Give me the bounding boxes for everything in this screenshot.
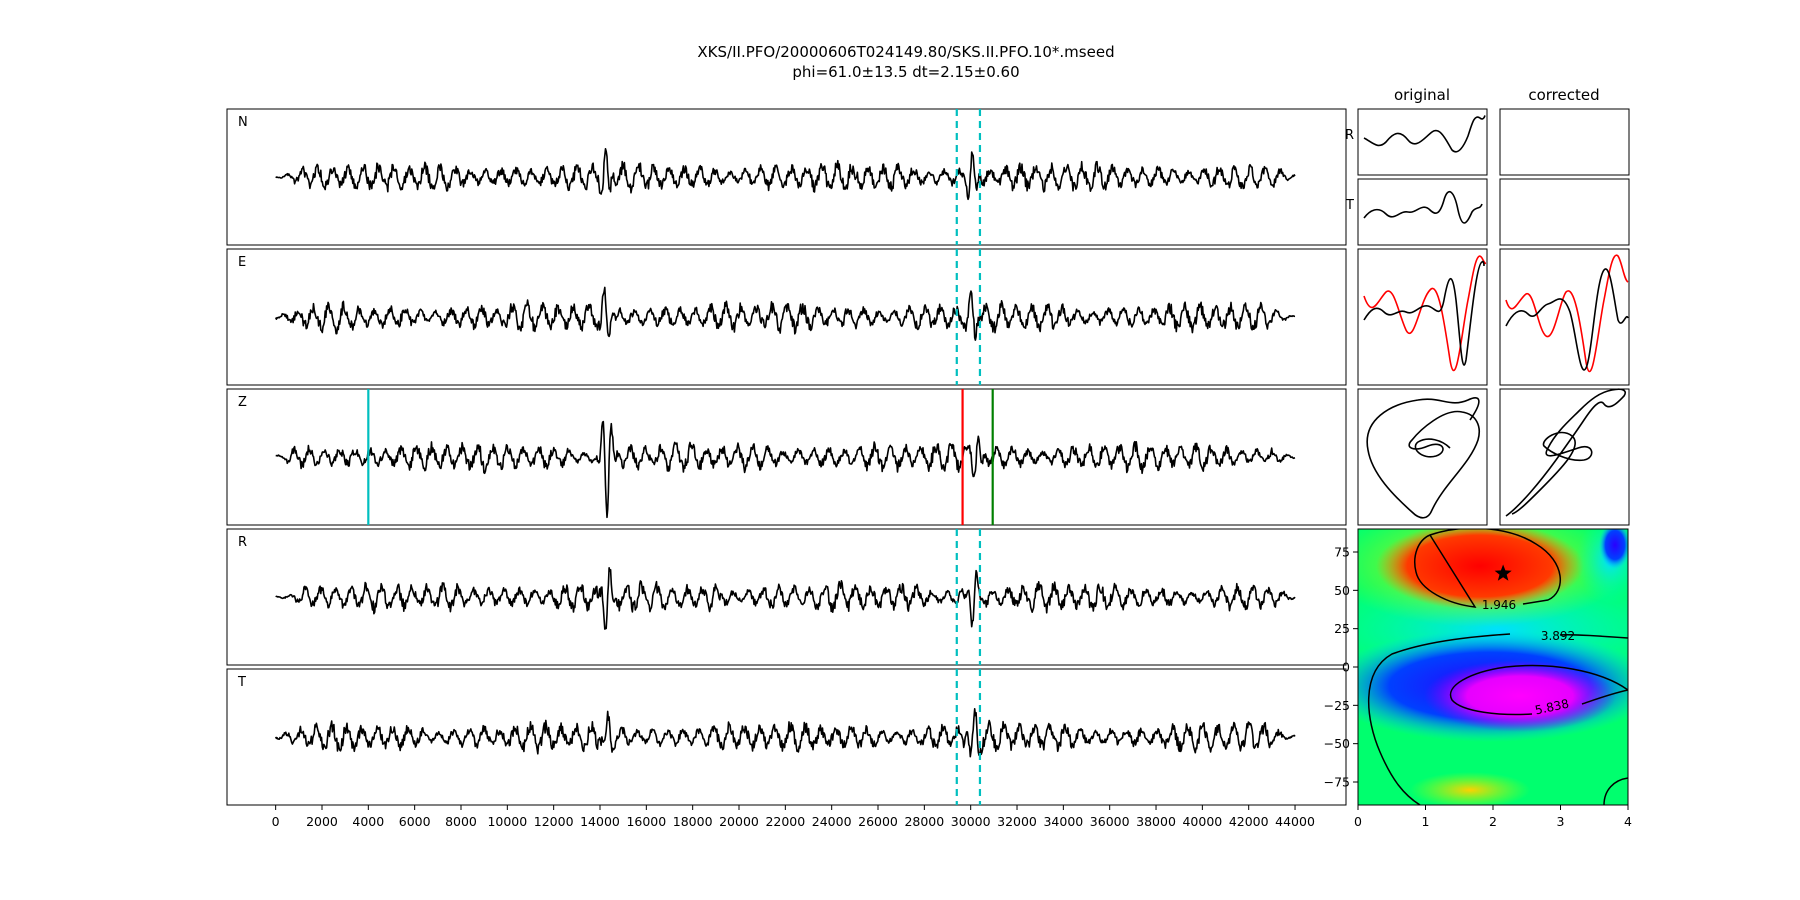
es-x-tick-label-4: 4	[1624, 814, 1632, 829]
orig-overlay-transverse	[1363, 255, 1487, 371]
contour-label-1: 1.946	[1482, 598, 1516, 612]
x-tick-label-11: 22000	[765, 814, 805, 829]
figure-title: XKS/II.PFO/20000606T024149.80/SKS.II.PFO…	[697, 43, 1114, 61]
panel-frame-z	[226, 388, 1347, 526]
panel-corr-r	[1499, 108, 1630, 176]
waveform-panel-z: Z	[226, 388, 1347, 526]
panel-corr-overlay	[1499, 248, 1630, 386]
panel-orig-particle	[1357, 388, 1488, 526]
es-y-tick-label-1: 50	[1334, 583, 1350, 598]
x-tick-label-1: 2000	[306, 814, 338, 829]
figure-subtitle: phi=61.0±13.5 dt=2.15±0.60	[792, 63, 1019, 81]
panel-orig-t	[1357, 178, 1488, 246]
column-header-corrected: corrected	[1528, 86, 1599, 104]
es-x-tick-label-0: 0	[1354, 814, 1362, 829]
waveform-panel-r: R	[226, 528, 1347, 666]
x-tick-label-20: 40000	[1182, 814, 1222, 829]
x-tick-label-2: 4000	[352, 814, 384, 829]
channel-label-e: E	[238, 255, 246, 270]
es-x-tick-label-2: 2	[1489, 814, 1497, 829]
x-tick-label-13: 26000	[858, 814, 898, 829]
panel-frame-r	[226, 528, 1347, 666]
x-tick-label-21: 42000	[1229, 814, 1269, 829]
panel-corr-particle	[1499, 388, 1630, 526]
analysis-window-lines	[955, 109, 982, 805]
panel-corr-t	[1499, 178, 1630, 246]
panel-frame-t	[226, 668, 1347, 806]
contour-label-2: 3.892	[1541, 629, 1575, 643]
waveform-x-axis: 0 2000 4000 6000 8000 10000 12000 14000 16000 180…	[272, 805, 1315, 829]
channel-label-r: R	[238, 535, 247, 550]
best-fit-star-marker	[1494, 564, 1512, 581]
panel-orig-r	[1357, 108, 1488, 176]
channel-label-n: N	[238, 115, 248, 130]
x-tick-label-0: 0	[272, 814, 280, 829]
corr-overlay-radial	[1505, 268, 1629, 371]
orig-particle-motion	[1366, 396, 1480, 519]
best-fit-star	[1494, 564, 1512, 581]
x-tick-label-4: 8000	[445, 814, 477, 829]
row-label-t: T	[1345, 198, 1354, 213]
orig-t-trace	[1363, 190, 1483, 224]
x-tick-label-14: 28000	[904, 814, 944, 829]
waveform-trace-z	[275, 420, 1296, 519]
error-surface: 1.946 3.892 5.838 0 1 2 3 4 75 50 25 0 −25 −50 −75	[1324, 528, 1632, 830]
es-y-tick-label-3: 0	[1342, 660, 1350, 675]
x-tick-label-7: 14000	[580, 814, 620, 829]
x-tick-label-10: 20000	[719, 814, 759, 829]
es-y-tick-label-2: 25	[1334, 621, 1350, 636]
x-tick-label-22: 44000	[1275, 814, 1315, 829]
waveform-panels: N E Z R T 0 2000 4000 6000 8000 10000 12000 140…	[226, 108, 1347, 829]
row-label-r: R	[1345, 128, 1354, 143]
x-tick-label-3: 6000	[399, 814, 431, 829]
es-x-tick-label-3: 3	[1557, 814, 1565, 829]
es-y-tick-label-4: −25	[1324, 698, 1350, 713]
waveform-panel-e: E	[226, 248, 1347, 386]
es-x-tick-label-1: 1	[1422, 814, 1430, 829]
x-tick-label-5: 10000	[487, 814, 527, 829]
x-tick-label-9: 18000	[673, 814, 713, 829]
waveform-panel-t: T	[226, 668, 1347, 806]
contour-3892-corner	[1603, 777, 1628, 805]
column-header-original: original	[1394, 86, 1450, 104]
waveform-panel-n: N	[226, 108, 1347, 246]
x-tick-label-19: 38000	[1136, 814, 1176, 829]
x-tick-label-6: 12000	[534, 814, 574, 829]
x-tick-label-15: 30000	[951, 814, 991, 829]
contour-5838	[1449, 664, 1628, 716]
orig-r-trace	[1363, 115, 1486, 153]
x-tick-label-8: 16000	[626, 814, 666, 829]
corr-overlay-transverse	[1505, 254, 1629, 373]
z-pick-markers	[367, 389, 994, 525]
panel-frame-n	[226, 108, 1347, 246]
es-y-tick-label-0: 75	[1334, 545, 1350, 560]
corr-particle-motion	[1505, 388, 1627, 517]
contour-label-3: 5.838	[1534, 697, 1571, 718]
x-tick-label-16: 32000	[997, 814, 1037, 829]
es-y-tick-label-5: −50	[1324, 736, 1350, 751]
orig-overlay-radial	[1363, 260, 1485, 366]
panel-orig-overlay	[1357, 248, 1488, 386]
waveform-trace-t	[274, 708, 1296, 758]
contour-3892	[1367, 633, 1628, 805]
contour-1946	[1414, 529, 1561, 608]
x-tick-label-12: 24000	[812, 814, 852, 829]
error-surface-axes: 0 1 2 3 4 75 50 25 0 −25 −50 −75	[1324, 545, 1632, 830]
channel-label-t: T	[237, 675, 246, 690]
particle-motion-grid: original corrected R T	[1345, 86, 1630, 526]
channel-label-z: Z	[238, 395, 247, 410]
error-surface-fill	[1358, 529, 1628, 805]
waveform-trace-e	[274, 286, 1296, 341]
es-y-tick-label-6: −75	[1324, 775, 1350, 790]
x-tick-label-18: 36000	[1090, 814, 1130, 829]
waveform-trace-n	[275, 148, 1296, 201]
x-tick-label-17: 34000	[1043, 814, 1083, 829]
waveform-trace-r	[275, 567, 1296, 630]
panel-frame-e	[226, 248, 1347, 386]
